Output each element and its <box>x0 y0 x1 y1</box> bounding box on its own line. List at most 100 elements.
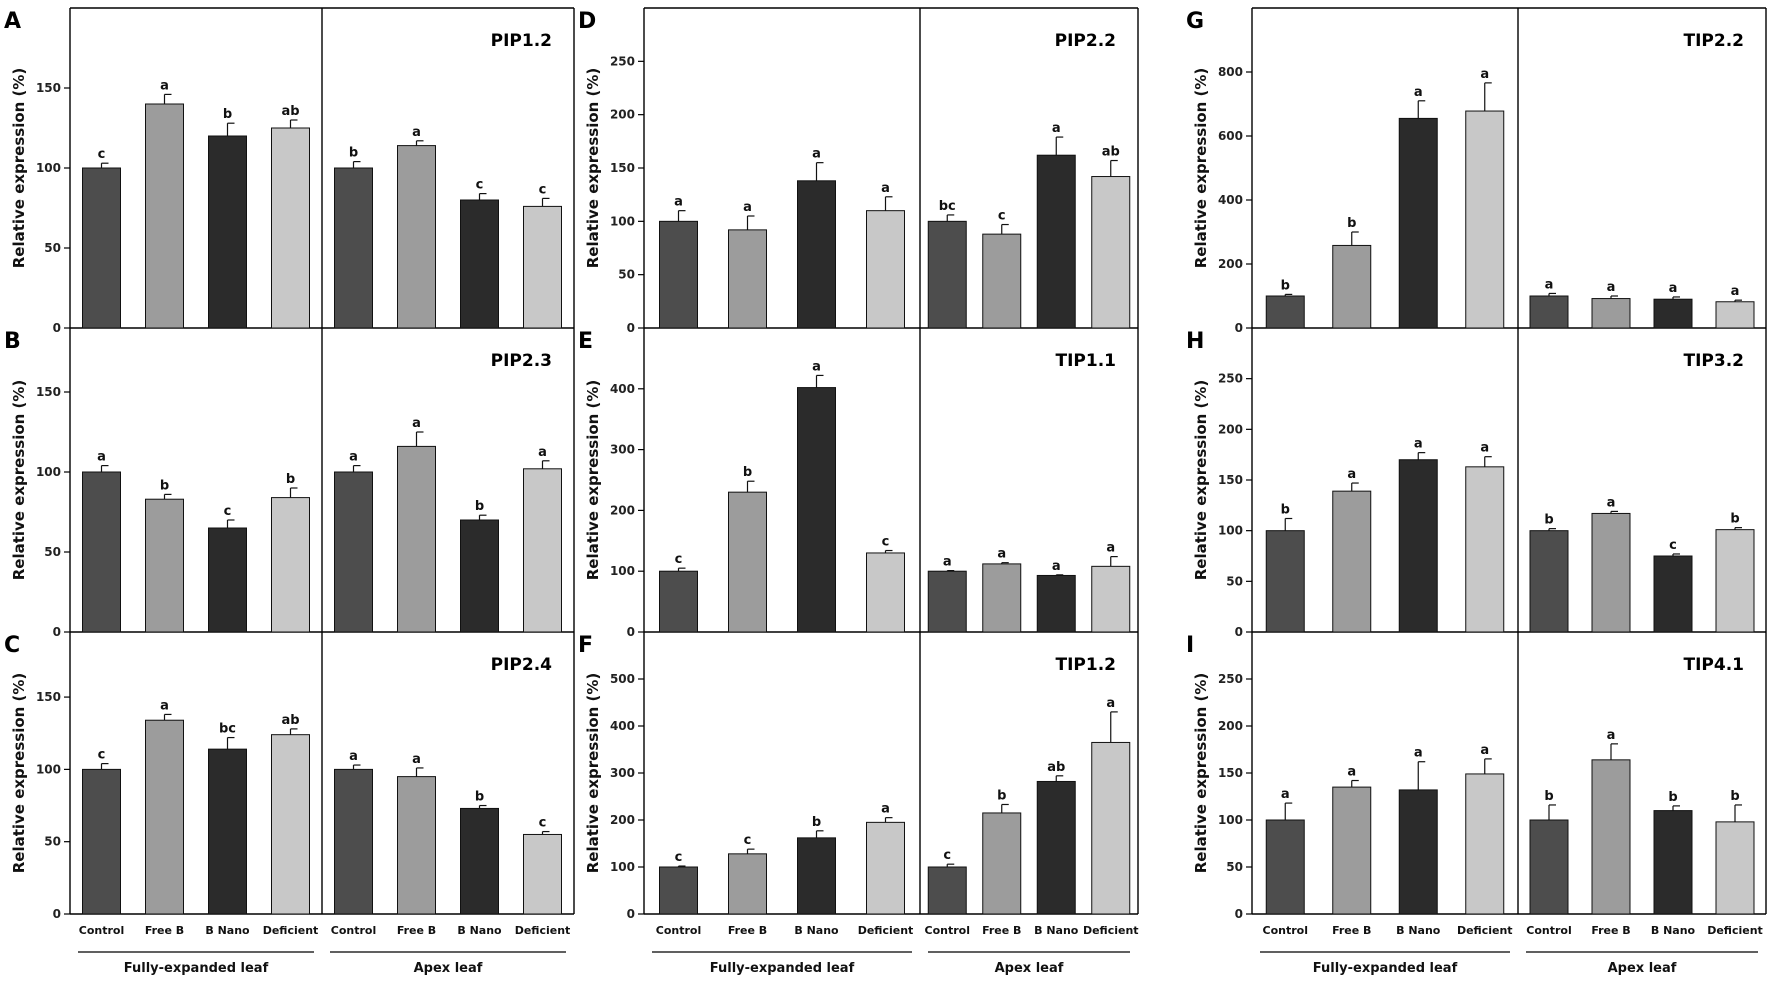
significance-letter: a <box>412 125 421 140</box>
bar <box>208 748 247 915</box>
group-label: Apex leaf <box>995 961 1064 976</box>
panel-letter: H <box>1186 329 1204 354</box>
bar <box>1091 741 1131 915</box>
bar <box>523 833 562 915</box>
significance-letter: bc <box>939 199 956 214</box>
bar <box>1591 298 1631 329</box>
y-tick-label: 0 <box>53 321 61 335</box>
panel-title: TIP1.1 <box>1056 351 1117 371</box>
significance-letter: a <box>1607 495 1616 510</box>
y-tick-label: 200 <box>1218 719 1243 733</box>
bar <box>397 776 436 915</box>
category-label: Free B <box>982 924 1021 937</box>
bar <box>523 468 562 633</box>
bar <box>208 135 247 329</box>
significance-letter: a <box>812 147 821 162</box>
category-label: B Nano <box>1034 924 1079 937</box>
y-tick-label: 250 <box>1218 372 1243 386</box>
group-label: Apex leaf <box>1608 961 1677 976</box>
category-label: Deficient <box>263 924 319 937</box>
category-label: Free B <box>1332 924 1371 937</box>
significance-letter: ab <box>1102 145 1120 160</box>
category-label: B Nano <box>1396 924 1441 937</box>
bar <box>1715 529 1755 633</box>
bar <box>982 233 1022 329</box>
y-axis-label: Relative expression (%) <box>1192 68 1210 269</box>
y-tick-label: 0 <box>1235 625 1243 639</box>
y-tick-label: 200 <box>610 108 635 122</box>
y-tick-label: 250 <box>610 54 635 68</box>
y-tick-label: 500 <box>610 672 635 686</box>
significance-letter: a <box>881 802 890 817</box>
bar <box>460 519 499 633</box>
significance-letter: a <box>812 359 821 374</box>
significance-letter: ab <box>1047 760 1065 775</box>
y-tick-label: 300 <box>610 443 635 457</box>
panel-title: TIP1.2 <box>1056 655 1117 675</box>
bar <box>659 570 698 633</box>
significance-letter: a <box>1607 728 1616 743</box>
category-label: Control <box>656 924 701 937</box>
bar <box>82 167 121 329</box>
group-label: Fully-expanded leaf <box>710 961 855 976</box>
y-tick-label: 100 <box>610 214 635 228</box>
y-axis-label: Relative expression (%) <box>584 68 602 269</box>
bar <box>797 837 836 915</box>
panel-letter: D <box>578 9 596 34</box>
significance-letter: a <box>160 698 169 713</box>
y-axis-label: Relative expression (%) <box>584 380 602 581</box>
significance-letter: c <box>943 848 951 863</box>
panel-d: 0 50 100 150 200 250 Relative expression (%) D P… <box>578 7 1139 335</box>
bar <box>460 199 499 329</box>
significance-letter: b <box>223 107 232 122</box>
y-axis-label: Relative expression (%) <box>10 380 28 581</box>
significance-letter: a <box>674 195 683 210</box>
y-tick-label: 0 <box>1235 907 1243 921</box>
bar <box>728 491 767 633</box>
panel-a: 0 50 100 150 Relative expression (%) A PIP1.2 c… <box>4 7 575 335</box>
significance-letter: b <box>1281 503 1290 518</box>
significance-letter: a <box>1545 277 1554 292</box>
y-axis-label: Relative expression (%) <box>1192 380 1210 581</box>
bar <box>728 229 767 329</box>
y-axis-label: Relative expression (%) <box>584 673 602 874</box>
bar <box>1529 530 1569 633</box>
category-label: Control <box>331 924 376 937</box>
bar <box>145 719 184 915</box>
y-tick-label: 0 <box>627 625 635 639</box>
y-axis-label: Relative expression (%) <box>10 68 28 269</box>
panel-g: 0 200 400 600 800 Relative expression (%) G TIP… <box>1186 7 1767 335</box>
y-tick-label: 400 <box>1218 193 1243 207</box>
bar <box>82 768 121 915</box>
category-label: Deficient <box>858 924 914 937</box>
significance-letter: b <box>160 478 169 493</box>
bar <box>1591 759 1631 915</box>
panel-title: PIP2.3 <box>491 351 552 371</box>
significance-letter: b <box>743 465 752 480</box>
bar <box>1715 821 1755 915</box>
bar <box>1265 295 1305 329</box>
significance-letter: a <box>349 749 358 764</box>
significance-letter: a <box>1414 85 1423 100</box>
bar <box>1653 298 1693 329</box>
y-tick-label: 0 <box>627 321 635 335</box>
bar <box>797 387 836 633</box>
bar <box>1036 780 1076 915</box>
category-label: Control <box>1263 924 1308 937</box>
y-tick-label: 150 <box>36 690 61 704</box>
significance-letter: ab <box>281 713 299 728</box>
significance-letter: c <box>224 504 232 519</box>
bar <box>334 471 373 633</box>
significance-letter: a <box>1052 121 1061 136</box>
panel-letter: G <box>1186 9 1204 34</box>
significance-letter: b <box>475 790 484 805</box>
bar <box>523 205 562 329</box>
group-label: Fully-expanded leaf <box>124 961 269 976</box>
significance-letter: a <box>349 450 358 465</box>
bar <box>659 220 698 329</box>
bar <box>866 552 905 633</box>
bar <box>1398 459 1438 633</box>
significance-letter: b <box>1347 216 1356 231</box>
significance-letter: c <box>539 816 547 831</box>
